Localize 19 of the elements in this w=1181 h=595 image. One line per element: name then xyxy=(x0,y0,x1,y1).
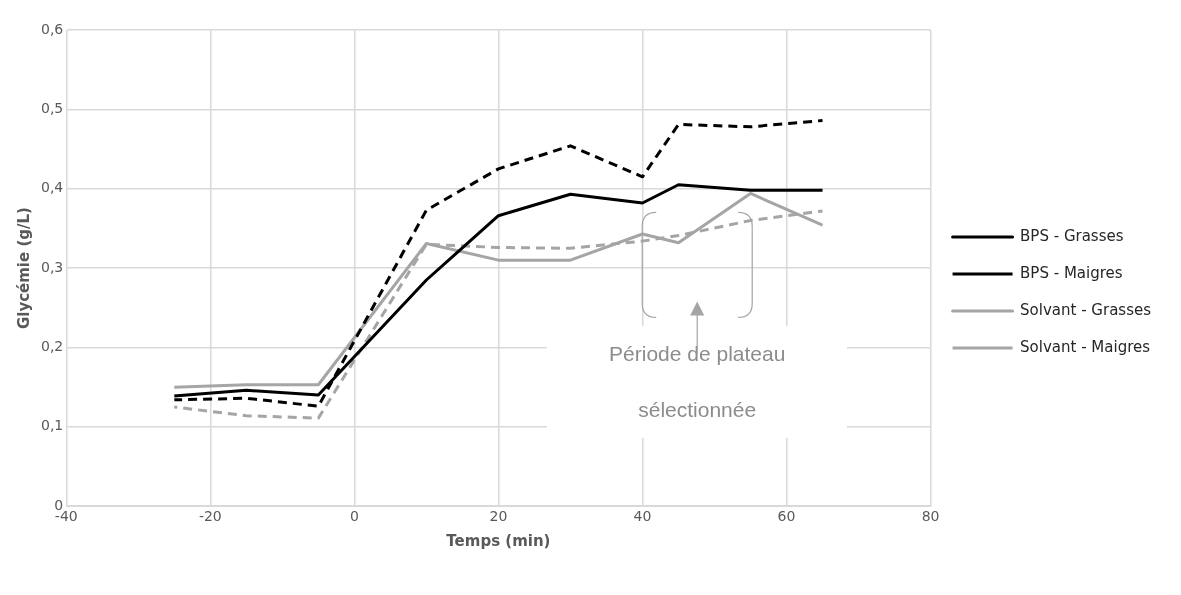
legend-label: Solvant - Maigres xyxy=(1020,337,1151,356)
x-axis-title: Temps (min) xyxy=(446,531,551,550)
x-tick-label: 0 xyxy=(349,508,359,525)
y-tick-label: 0,1 xyxy=(41,417,64,434)
legend-label: Solvant - Grasses xyxy=(1020,300,1152,319)
text: Période de plateau sélectionnée xyxy=(609,342,786,422)
y-tick-label: 0,3 xyxy=(41,258,64,275)
x-tick-label: 20 xyxy=(489,508,508,525)
y-tick-label: 0,6 xyxy=(41,20,64,37)
legend-label: BPS - Maigres xyxy=(1020,263,1123,282)
y-tick-label: 0,5 xyxy=(41,100,64,117)
y-tick-label: 0,2 xyxy=(41,338,64,355)
x-tick-label: 60 xyxy=(777,508,796,525)
x-tick-label: -20 xyxy=(198,508,222,525)
y-tick-label: 0,4 xyxy=(41,179,64,196)
x-tick-label: 80 xyxy=(921,508,940,525)
y-axis-title: Glycémie (g/L) xyxy=(14,207,33,330)
legend-label: BPS - Grasses xyxy=(1020,226,1124,245)
x-tick-label: 40 xyxy=(633,508,652,525)
